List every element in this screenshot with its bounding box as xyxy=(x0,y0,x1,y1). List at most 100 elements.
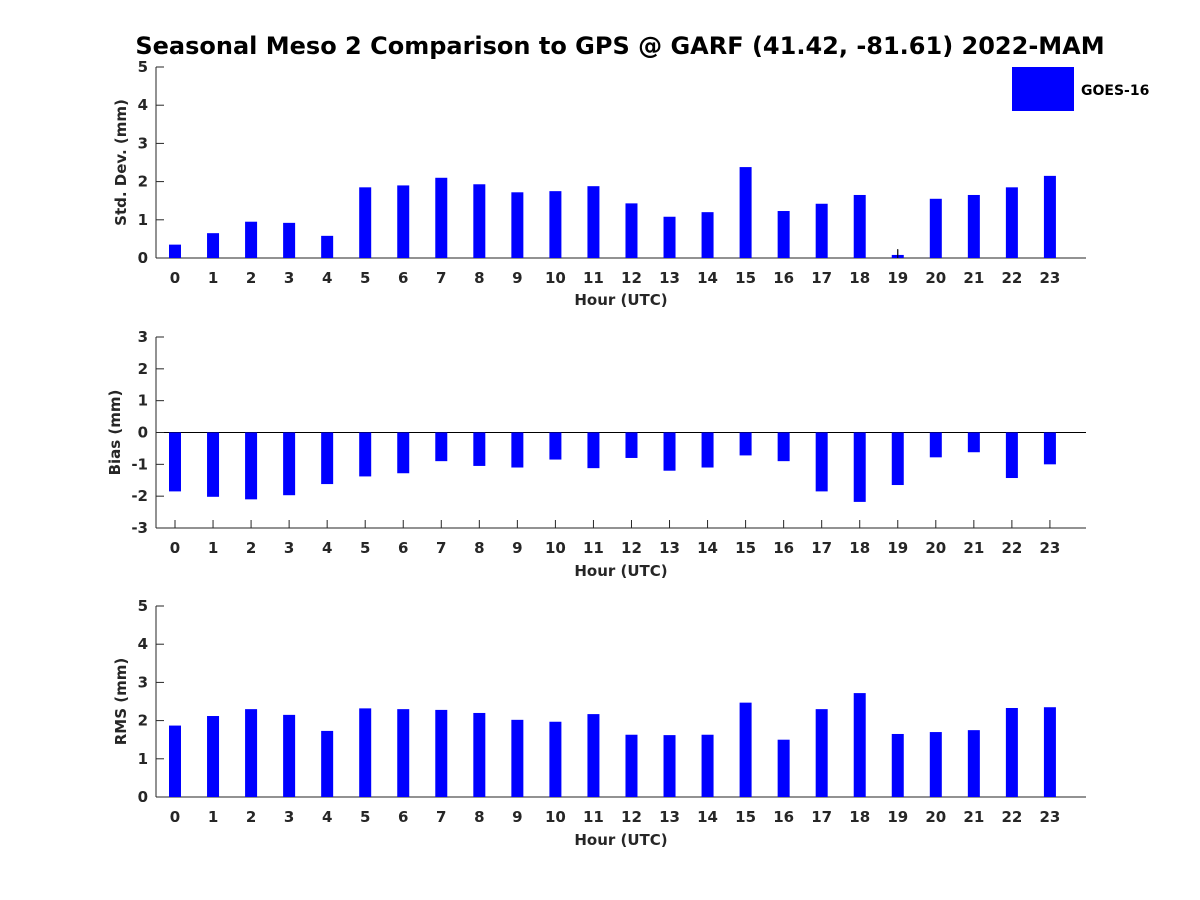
x-tick-label: 5 xyxy=(360,808,370,826)
x-tick-label: 10 xyxy=(545,269,566,287)
x-tick-label: 17 xyxy=(811,269,832,287)
x-tick-label: 7 xyxy=(436,269,446,287)
y-tick-label: 3 xyxy=(138,673,148,691)
bar-hour-16 xyxy=(777,739,790,797)
x-tick-label: 17 xyxy=(811,808,832,826)
y-axis-label: Std. Dev. (mm) xyxy=(112,99,130,226)
x-tick-label: 20 xyxy=(925,269,946,287)
x-tick-label: 12 xyxy=(621,539,642,557)
x-tick-label: 10 xyxy=(545,808,566,826)
bar-hour-10 xyxy=(549,191,562,258)
legend-swatch xyxy=(1012,67,1074,111)
x-tick-label: 14 xyxy=(697,808,718,826)
x-tick-label: 20 xyxy=(925,539,946,557)
bar-hour-15 xyxy=(739,702,752,797)
legend: GOES-16 xyxy=(1012,67,1149,111)
x-tick-label: 16 xyxy=(773,808,794,826)
bar-hour-5 xyxy=(359,432,372,477)
bar-hour-20 xyxy=(929,432,942,458)
x-tick-label: 21 xyxy=(963,269,984,287)
bar-hour-1 xyxy=(207,233,220,258)
bar-hour-22 xyxy=(1005,187,1018,258)
x-tick-label: 22 xyxy=(1001,539,1022,557)
bar-hour-9 xyxy=(511,432,524,468)
x-tick-label: 18 xyxy=(849,808,870,826)
y-tick-label: 4 xyxy=(138,96,148,114)
y-tick-label: 1 xyxy=(138,750,148,768)
y-tick-label: 0 xyxy=(138,249,148,267)
bar-hour-22 xyxy=(1005,707,1018,797)
x-tick-label: 0 xyxy=(170,269,180,287)
x-tick-label: 19 xyxy=(887,269,908,287)
x-tick-label: 21 xyxy=(963,539,984,557)
x-tick-label: 15 xyxy=(735,808,756,826)
bar-hour-9 xyxy=(511,192,524,258)
bar-hour-23 xyxy=(1043,175,1056,258)
bar-hour-16 xyxy=(777,432,790,462)
chart-title: Seasonal Meso 2 Comparison to GPS @ GARF… xyxy=(135,32,1104,60)
bar-hour-5 xyxy=(359,187,372,258)
bar-hour-18 xyxy=(853,432,866,502)
bar-hour-0 xyxy=(169,432,181,492)
bar-hour-4 xyxy=(321,730,334,797)
bar-hour-8 xyxy=(473,432,486,466)
x-tick-label: 3 xyxy=(284,539,294,557)
y-tick-label: 1 xyxy=(138,392,148,410)
bar-hour-10 xyxy=(549,432,562,460)
y-tick-label: 3 xyxy=(138,134,148,152)
x-tick-label: 18 xyxy=(849,269,870,287)
bar-hour-0 xyxy=(169,244,181,258)
x-tick-label: 20 xyxy=(925,808,946,826)
x-tick-label: 9 xyxy=(512,808,522,826)
x-tick-label: 3 xyxy=(284,808,294,826)
bar-hour-11 xyxy=(587,432,600,469)
bar-hour-8 xyxy=(473,184,486,258)
bar-hour-23 xyxy=(1043,707,1056,797)
x-tick-label: 11 xyxy=(583,539,604,557)
y-tick-label: -1 xyxy=(131,455,148,473)
x-tick-label: 17 xyxy=(811,539,832,557)
bar-hour-7 xyxy=(435,709,448,797)
x-tick-label: 8 xyxy=(474,269,484,287)
bar-hour-12 xyxy=(625,432,638,458)
x-tick-label: 7 xyxy=(436,539,446,557)
x-tick-label: 5 xyxy=(360,539,370,557)
bar-hour-17 xyxy=(815,709,828,797)
x-tick-label: 22 xyxy=(1001,808,1022,826)
y-tick-label: 2 xyxy=(138,360,148,378)
bar-hour-9 xyxy=(511,719,524,797)
bar-hour-13 xyxy=(663,216,676,258)
x-tick-label: 13 xyxy=(659,539,680,557)
x-tick-label: 6 xyxy=(398,269,408,287)
x-tick-label: 1 xyxy=(208,539,218,557)
y-tick-label: -3 xyxy=(131,519,148,537)
bar-hour-20 xyxy=(929,732,942,797)
y-tick-label: 0 xyxy=(138,788,148,806)
bar-hour-19 xyxy=(891,432,904,486)
y-tick-label: 0 xyxy=(138,424,148,442)
y-tick-label: 5 xyxy=(138,58,148,76)
bar-hour-18 xyxy=(853,693,866,797)
bar-hour-22 xyxy=(1005,432,1018,479)
y-tick-label: 1 xyxy=(138,211,148,229)
x-tick-label: 8 xyxy=(474,539,484,557)
bar-hour-21 xyxy=(967,730,980,797)
legend-label: GOES-16 xyxy=(1081,83,1149,99)
x-tick-label: 4 xyxy=(322,539,332,557)
bar-hour-21 xyxy=(967,432,980,453)
bar-hour-1 xyxy=(207,716,220,797)
x-tick-label: 2 xyxy=(246,269,256,287)
bar-hour-3 xyxy=(283,432,296,496)
bar-hour-11 xyxy=(587,714,600,797)
bar-hour-12 xyxy=(625,203,638,258)
x-tick-label: 15 xyxy=(735,539,756,557)
x-tick-label: 21 xyxy=(963,808,984,826)
bar-hour-20 xyxy=(929,198,942,258)
x-tick-label: 13 xyxy=(659,269,680,287)
x-tick-label: 23 xyxy=(1039,539,1060,557)
bar-hour-14 xyxy=(701,212,714,258)
bar-hour-5 xyxy=(359,708,372,797)
